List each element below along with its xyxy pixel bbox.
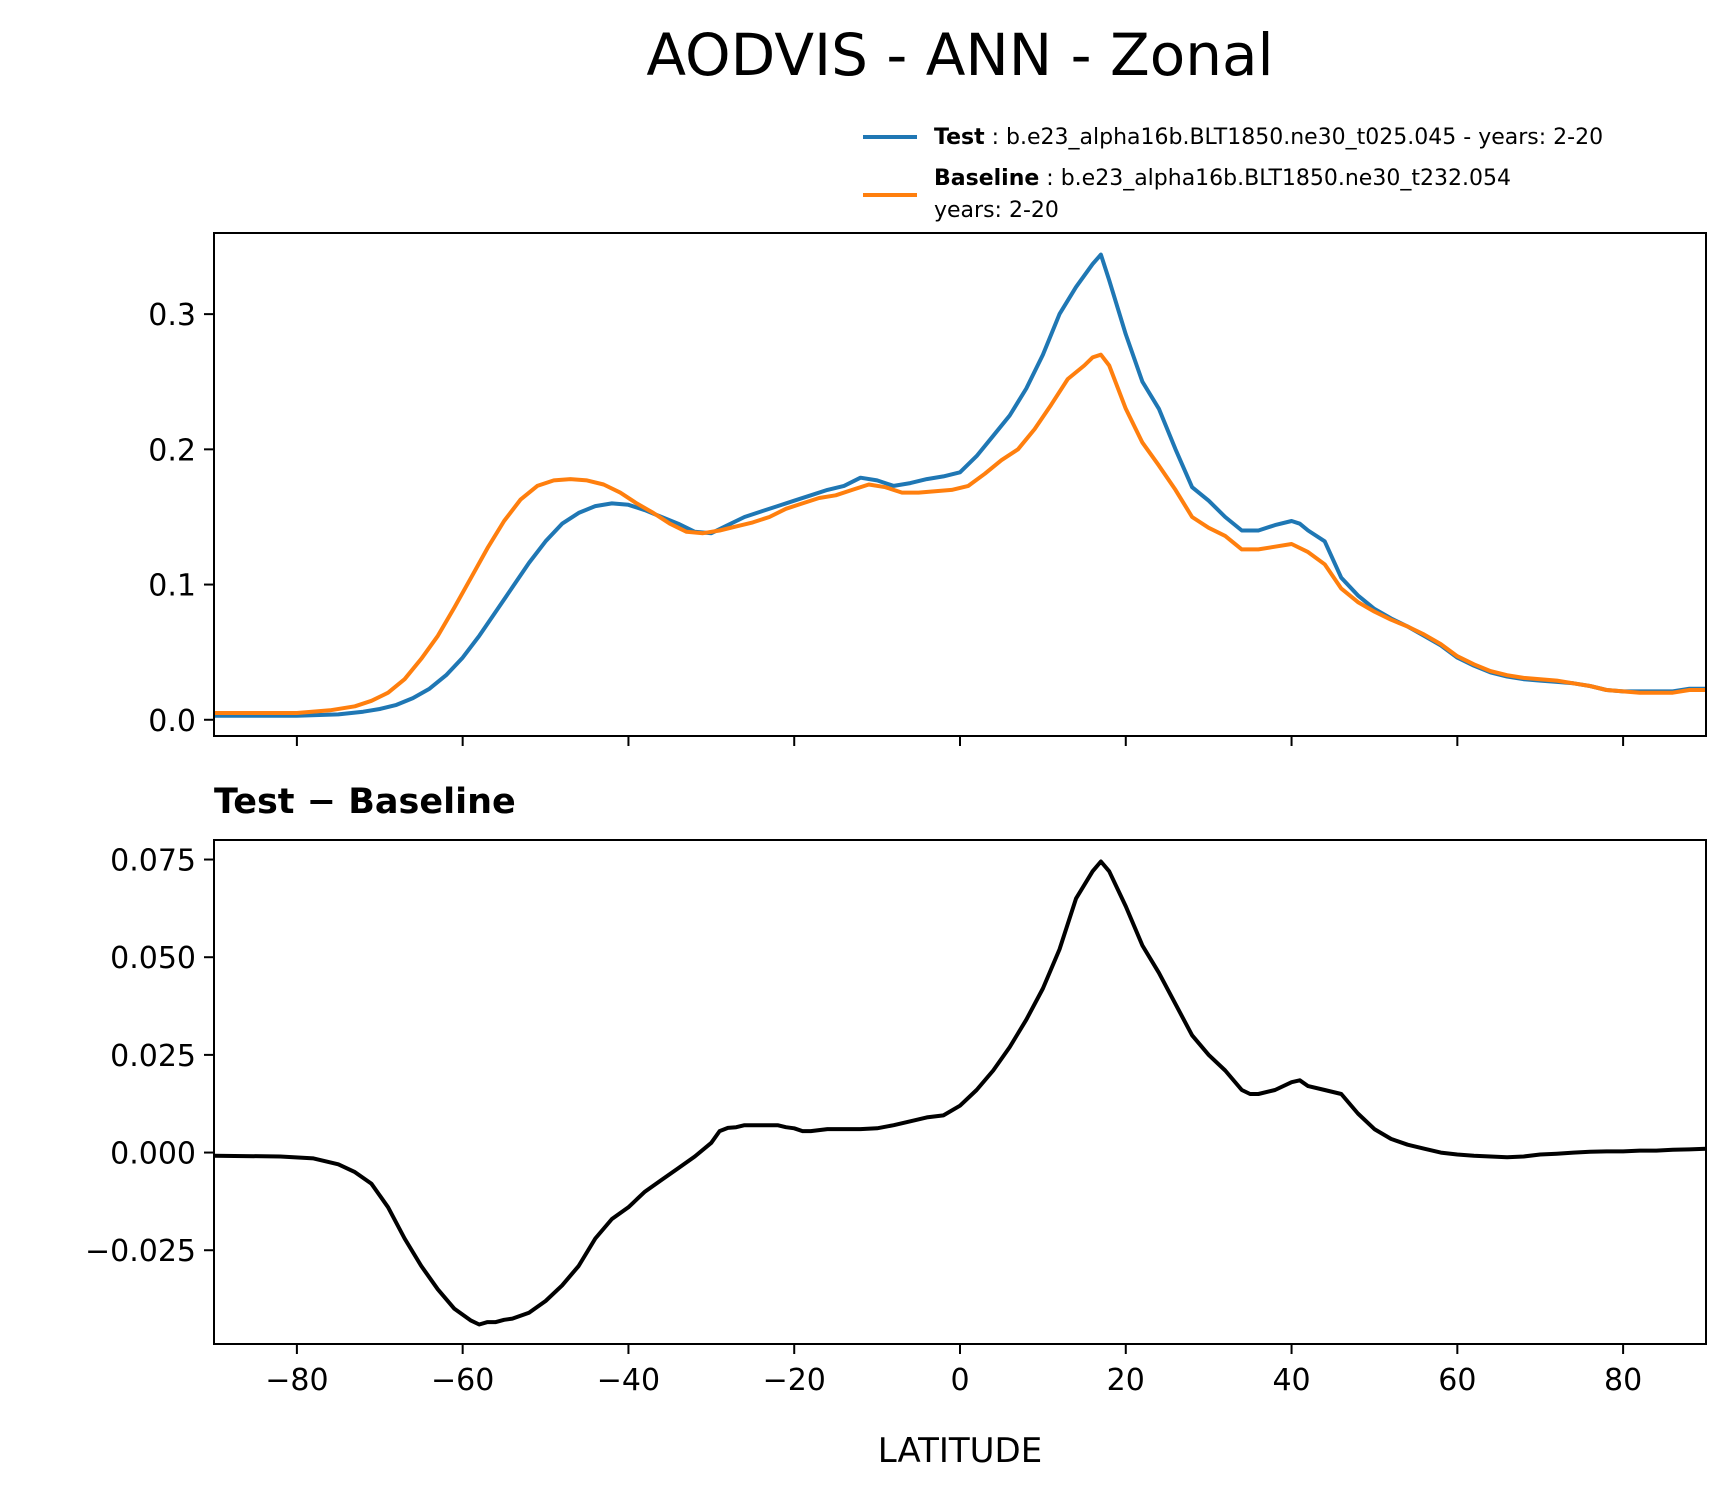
top-x-ticks	[295, 736, 1625, 746]
panel-difference: −0.025 0.000 0.025 0.050 0.075 −80 −60 −40 −20 0…	[85, 839, 1707, 1398]
y-tick-label: 0.0	[148, 704, 196, 739]
subtitle-baseline: Baseline	[348, 782, 516, 822]
legend-baseline-text: : b.e23_alpha16b.BLT1850.ne30_t232.054	[1046, 166, 1511, 191]
top-plot-frame	[213, 232, 1707, 737]
bottom-y-axis: −0.025 0.000 0.025 0.050 0.075	[85, 844, 214, 1269]
legend: Test : b.e23_alpha16b.BLT1850.ne30_t025.…	[863, 125, 1603, 223]
top-y-axis: 0.0 0.1 0.2 0.3	[148, 298, 214, 739]
x-tick-label: 60	[1438, 1363, 1476, 1398]
y-tick-label: 0.2	[148, 433, 196, 468]
series-line-test	[214, 252, 1706, 718]
y-tick-label: 0.1	[148, 569, 196, 604]
x-tick-label: −20	[763, 1363, 826, 1398]
bottom-series	[213, 859, 1707, 1327]
x-tick-label: −80	[265, 1363, 328, 1398]
y-tick-label: 0.000	[110, 1137, 196, 1172]
series-line-baseline	[214, 352, 1706, 715]
legend-baseline-entry: Baseline : b.e23_alpha16b.BLT1850.ne30_t…	[934, 166, 1511, 191]
y-tick-label: 0.025	[110, 1039, 196, 1074]
legend-baseline-text-line2: years: 2-20	[934, 198, 1059, 223]
x-tick-label: 40	[1272, 1363, 1310, 1398]
series-line-test-baseline	[213, 859, 1707, 1327]
top-series	[214, 252, 1706, 718]
y-tick-label: 0.3	[148, 298, 196, 333]
legend-test-entry: Test : b.e23_alpha16b.BLT1850.ne30_t025.…	[934, 125, 1603, 150]
x-tick-label: 0	[950, 1363, 969, 1398]
x-tick-label: 20	[1107, 1363, 1145, 1398]
legend-test-text: : b.e23_alpha16b.BLT1850.ne30_t025.045 -…	[992, 125, 1603, 150]
y-tick-label: 0.075	[110, 844, 196, 879]
x-axis-label: LATITUDE	[878, 1431, 1042, 1471]
panel-zonal-mean: 0.0 0.1 0.2 0.3	[148, 232, 1707, 746]
subtitle-test: Test	[214, 782, 295, 822]
y-tick-label: −0.025	[85, 1234, 196, 1269]
subtitle-minus: −	[307, 782, 336, 822]
legend-baseline-label: Baseline	[934, 166, 1039, 191]
bottom-plot-frame	[213, 839, 1707, 1345]
legend-test-label: Test	[934, 125, 985, 150]
x-tick-label: 80	[1604, 1363, 1642, 1398]
x-tick-label: −40	[597, 1363, 660, 1398]
bottom-x-axis: −80 −60 −40 −20 0 20 40 60 80	[265, 1344, 1642, 1398]
chart-title: AODVIS - ANN - Zonal	[646, 21, 1273, 89]
difference-subtitle: Test − Baseline	[214, 782, 516, 822]
y-tick-label: 0.050	[110, 941, 196, 976]
x-tick-label: −60	[431, 1363, 494, 1398]
